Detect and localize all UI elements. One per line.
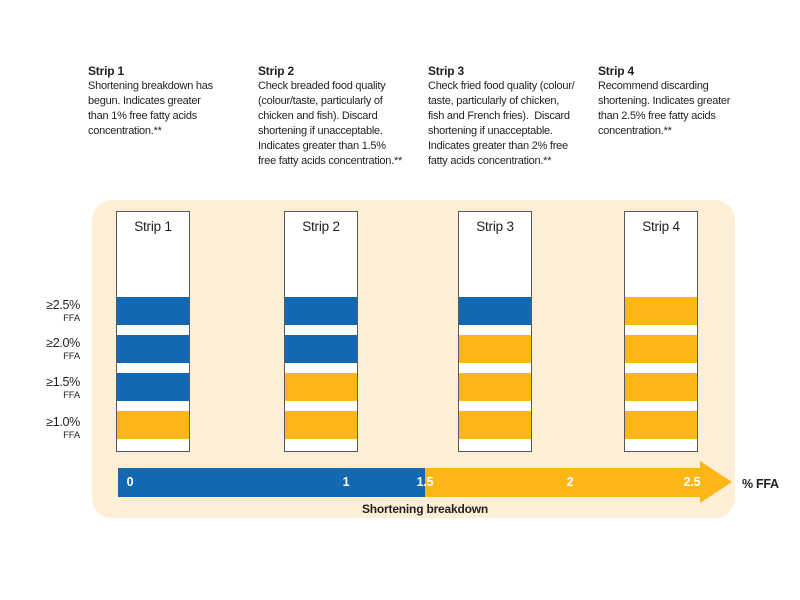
strip-band-yellow (625, 373, 697, 401)
strip-2-description: Strip 2 Check breaded food quality (colo… (258, 64, 428, 169)
strip-band-blue (117, 297, 189, 325)
axis-label-value: ≥2.5% (46, 298, 80, 312)
strip-band-yellow (625, 411, 697, 439)
strip-band-yellow (625, 297, 697, 325)
test-strip-2-label: Strip 2 (302, 219, 340, 234)
strip-band-yellow (285, 373, 357, 401)
axis-label-value: ≥2.0% (46, 336, 80, 350)
strip-3-description-title: Strip 3 (428, 64, 464, 78)
axis-label-unit: FFA (63, 313, 80, 324)
strip-1-description-body: Shortening breakdown has begun. Indicate… (88, 80, 213, 137)
strip-band-blue (117, 373, 189, 401)
strip-4-description-body: Recommend discarding shortening. Indicat… (598, 80, 731, 137)
test-strip-3: Strip 3 (458, 211, 532, 452)
scale-tick-1: 1 (342, 475, 350, 489)
strip-4-description: Strip 4 Recommend discarding shortening.… (598, 64, 768, 139)
axis-label-unit: FFA (63, 390, 80, 401)
axis-label-value: ≥1.0% (46, 415, 80, 429)
test-strip-1: Strip 1 (116, 211, 190, 452)
scale-bar-blue-segment (118, 468, 425, 497)
strip-band-yellow (625, 335, 697, 363)
strip-band-yellow (459, 373, 531, 401)
strip-band-blue (459, 297, 531, 325)
axis-label-unit: FFA (63, 430, 80, 441)
test-strip-4-label: Strip 4 (642, 219, 680, 234)
scale-bar-yellow-segment (425, 468, 700, 497)
axis-label-1-0-ffa: ≥1.0% FFA (20, 416, 80, 442)
strip-4-description-title: Strip 4 (598, 64, 634, 78)
test-strip-3-label: Strip 3 (476, 219, 514, 234)
strip-2-description-title: Strip 2 (258, 64, 294, 78)
scale-arrow-head-icon (700, 461, 732, 503)
strip-band-blue (285, 335, 357, 363)
scale-tick-1-5: 1.5 (416, 475, 434, 489)
test-strip-1-label: Strip 1 (134, 219, 172, 234)
scale-tick-0: 0 (126, 475, 134, 489)
axis-label-2-0-ffa: ≥2.0% FFA (20, 337, 80, 363)
strip-band-yellow (285, 411, 357, 439)
strip-3-description: Strip 3 Check fried food quality (colour… (428, 64, 598, 169)
strip-band-yellow (459, 335, 531, 363)
strip-band-yellow (117, 411, 189, 439)
axis-label-2-5-ffa: ≥2.5% FFA (20, 299, 80, 325)
strip-1-description-title: Strip 1 (88, 64, 124, 78)
axis-label-1-5-ffa: ≥1.5% FFA (20, 376, 80, 402)
scale-caption: Shortening breakdown (361, 502, 489, 516)
strip-band-yellow (459, 411, 531, 439)
strip-2-description-body: Check breaded food quality (colour/taste… (258, 80, 402, 167)
strip-1-description: Strip 1 Shortening breakdown has begun. … (88, 64, 258, 139)
strip-band-blue (117, 335, 189, 363)
test-strip-2: Strip 2 (284, 211, 358, 452)
scale-axis-unit-label: % FFA (742, 477, 779, 491)
strip-band-blue (285, 297, 357, 325)
scale-tick-2: 2 (566, 475, 574, 489)
scale-tick-2-5: 2.5 (683, 475, 701, 489)
axis-label-value: ≥1.5% (46, 375, 80, 389)
test-strip-4: Strip 4 (624, 211, 698, 452)
strip-3-description-body: Check fried food quality (colour/ taste,… (428, 80, 575, 167)
axis-label-unit: FFA (63, 351, 80, 362)
